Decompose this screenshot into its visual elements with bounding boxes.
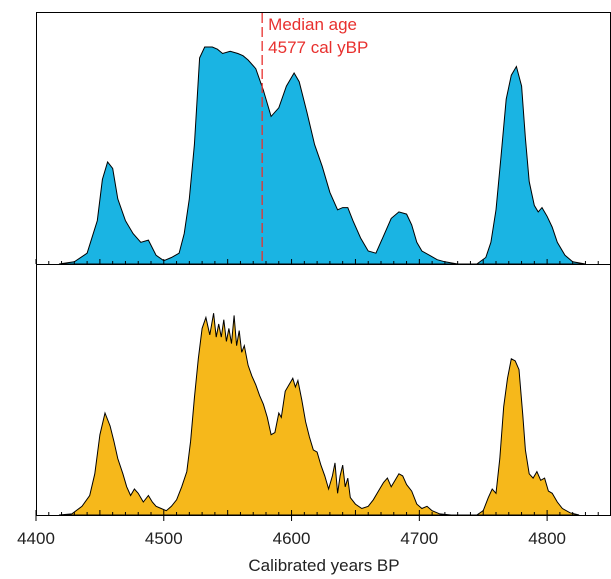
x-tick-label: 4400 [17,529,55,548]
top-panel: Median age 4577 cal yBP [35,13,611,265]
x-tick-label: 4600 [273,529,311,548]
top-panel-ticks [35,259,611,264]
median-age-value: 4577 cal yBP [268,38,368,57]
x-tick-label: 4500 [145,529,183,548]
x-axis-label: Calibrated years BP [248,556,399,575]
top-density-area [58,46,586,265]
bottom-panel-ticks [35,510,611,515]
bottom-panel [35,313,611,516]
median-age-label: Median age [268,15,357,34]
x-tick-label: 4800 [528,529,566,548]
x-tick-label: 4700 [400,529,438,548]
x-axis-tick-labels: 4400 4500 4600 4700 4800 [17,515,566,548]
bottom-density-area [58,313,580,516]
